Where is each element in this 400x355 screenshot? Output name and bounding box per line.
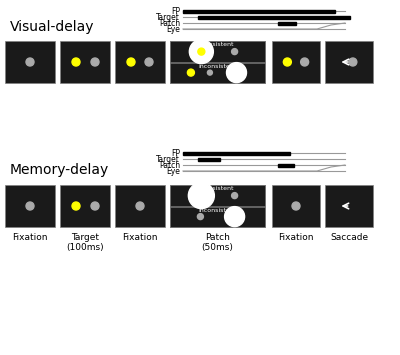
- Bar: [198, 16, 350, 18]
- Text: Visual-delay: Visual-delay: [10, 20, 94, 34]
- Circle shape: [136, 202, 144, 210]
- Text: inconsistent: inconsistent: [198, 64, 237, 69]
- Text: Fixation: Fixation: [122, 233, 158, 242]
- Circle shape: [349, 58, 357, 66]
- Circle shape: [301, 58, 309, 66]
- Circle shape: [26, 58, 34, 66]
- Circle shape: [225, 207, 245, 226]
- Text: Patch: Patch: [159, 18, 180, 27]
- Circle shape: [292, 202, 300, 210]
- Text: Patch: Patch: [159, 160, 180, 169]
- Circle shape: [232, 49, 238, 55]
- Bar: [115, 185, 165, 227]
- Circle shape: [91, 58, 99, 66]
- Circle shape: [72, 202, 80, 210]
- Circle shape: [72, 58, 80, 66]
- Text: consistent: consistent: [201, 186, 234, 191]
- Circle shape: [226, 62, 246, 83]
- Text: Fixation: Fixation: [12, 233, 48, 242]
- Text: Saccade: Saccade: [330, 233, 368, 242]
- Circle shape: [187, 69, 194, 76]
- Bar: [60, 41, 110, 83]
- Bar: [325, 185, 373, 227]
- Text: FP: FP: [171, 6, 180, 16]
- Circle shape: [189, 40, 213, 64]
- Text: Eye: Eye: [166, 166, 180, 175]
- Circle shape: [26, 202, 34, 210]
- Text: inconsistent: inconsistent: [198, 208, 237, 213]
- Bar: [198, 158, 220, 160]
- Circle shape: [145, 58, 153, 66]
- Bar: [115, 41, 165, 83]
- Circle shape: [232, 193, 238, 198]
- Bar: [60, 185, 110, 227]
- Circle shape: [198, 48, 205, 55]
- Bar: [170, 41, 265, 62]
- Text: consistent: consistent: [201, 43, 234, 48]
- Bar: [272, 41, 320, 83]
- Bar: [170, 207, 265, 227]
- Bar: [272, 185, 320, 227]
- Text: Target: Target: [156, 12, 180, 22]
- Bar: [278, 22, 296, 24]
- Text: Target: Target: [156, 154, 180, 164]
- Bar: [170, 185, 265, 206]
- Circle shape: [283, 58, 291, 66]
- Circle shape: [127, 58, 135, 66]
- Text: Memory-delay: Memory-delay: [10, 163, 109, 177]
- Text: Fixation: Fixation: [278, 233, 314, 242]
- Bar: [183, 152, 290, 154]
- Bar: [5, 185, 55, 227]
- Circle shape: [198, 214, 204, 220]
- Circle shape: [188, 182, 214, 209]
- Circle shape: [91, 202, 99, 210]
- Bar: [278, 164, 294, 166]
- Text: Patch
(50ms): Patch (50ms): [202, 233, 234, 252]
- Bar: [5, 41, 55, 83]
- Bar: [170, 63, 265, 83]
- Text: FP: FP: [171, 148, 180, 158]
- Circle shape: [208, 70, 212, 75]
- Text: Eye: Eye: [166, 24, 180, 33]
- Bar: [170, 185, 265, 227]
- Bar: [325, 41, 373, 83]
- Text: Target
(100ms): Target (100ms): [66, 233, 104, 252]
- Bar: [170, 41, 265, 83]
- Bar: [183, 10, 335, 12]
